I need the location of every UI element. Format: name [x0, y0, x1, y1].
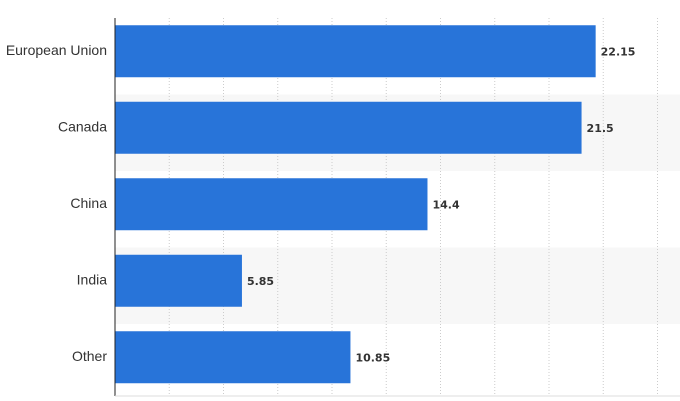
- value-label: 14.4: [432, 198, 459, 211]
- category-label: China: [70, 195, 107, 211]
- bar-other[interactable]: [115, 331, 351, 384]
- value-label: 5.85: [247, 275, 274, 288]
- bar-china[interactable]: [115, 178, 428, 231]
- category-label: Canada: [58, 118, 107, 134]
- category-label: European Union: [6, 42, 107, 58]
- bars: [115, 25, 596, 384]
- bar-india[interactable]: [115, 254, 242, 307]
- value-label: 22.15: [601, 45, 636, 58]
- value-labels: 22.15 21.5 14.4 5.85 10.85: [247, 45, 636, 364]
- bar-canada[interactable]: [115, 101, 582, 154]
- category-label: Other: [72, 348, 107, 364]
- value-label: 10.85: [355, 351, 390, 364]
- value-label: 21.5: [587, 122, 614, 135]
- category-labels: European Union Canada China India Other: [6, 42, 108, 364]
- bar-european-union[interactable]: [115, 25, 596, 78]
- category-label: India: [77, 271, 108, 287]
